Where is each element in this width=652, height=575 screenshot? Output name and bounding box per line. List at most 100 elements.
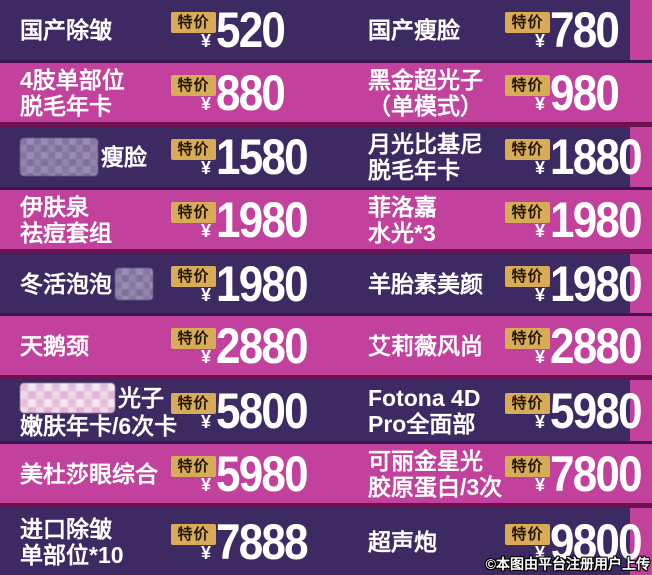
price-value: 1980 — [216, 191, 309, 248]
special-price-badge: 特价 — [505, 12, 550, 33]
yuan-symbol: ¥ — [200, 31, 211, 51]
service-cell-right: 菲洛嘉 水光*3 特价 ¥ 1980 — [326, 190, 652, 249]
censored-region — [115, 267, 153, 300]
service-name-line: 嫩肤年卡/6次卡 — [20, 412, 178, 439]
badge-column: 特价 ¥ — [505, 12, 550, 50]
price-box: 特价 ¥ 7800 — [505, 445, 652, 502]
badge-column: 特价 ¥ — [171, 12, 216, 50]
service-name-line: 冬活泡泡 — [20, 270, 112, 297]
service-name-line: 瘦脸 — [101, 144, 147, 170]
service-name: 国产瘦脸 — [326, 17, 505, 43]
special-price-badge: 特价 — [171, 327, 216, 349]
service-name-line: 脱毛年卡 — [20, 92, 112, 119]
badge-column: 特价 ¥ — [171, 327, 216, 366]
yuan-symbol: ¥ — [534, 346, 545, 367]
service-name-line: 胶原蛋白/3次 — [368, 473, 503, 500]
price-value: 7800 — [550, 445, 643, 502]
price-value: 2880 — [216, 317, 309, 374]
service-name-line: 月光比基尼 — [368, 131, 483, 157]
service-name-line: 艾莉薇风尚 — [368, 332, 483, 359]
service-name-line: 光子 — [118, 384, 164, 411]
price-value: 520 — [216, 2, 286, 58]
price-value: 1580 — [216, 129, 309, 185]
service-name: 黑金超光子 （单模式） — [326, 67, 505, 119]
yuan-symbol: ¥ — [534, 474, 545, 495]
special-price-badge: 特价 — [171, 12, 216, 33]
special-price-badge: 特价 — [505, 327, 550, 349]
service-name: 超声炮 — [326, 529, 505, 555]
service-name-line: Fotona 4D — [368, 384, 481, 411]
price-box: 特价 ¥ 5980 — [171, 449, 326, 499]
special-price-badge: 特价 — [171, 139, 216, 160]
service-cell-left: 进口除皱 单部位*10 特价 ¥ 7888 — [0, 508, 326, 575]
price-value: 7888 — [216, 513, 309, 570]
yuan-symbol: ¥ — [200, 220, 211, 241]
service-name: 光子 嫩肤年卡/6次卡 — [0, 382, 178, 439]
special-price-badge: 特价 — [505, 74, 550, 96]
special-price-badge: 特价 — [505, 139, 550, 160]
yuan-symbol: ¥ — [200, 158, 211, 178]
service-name-line-wrap: 光子 — [20, 382, 171, 413]
service-name: 天鹅颈 — [0, 333, 171, 359]
price-row: 美杜莎眼综合 特价 ¥ 5980 可丽金星光 胶原蛋白/3次 特价 ¥ 7800 — [0, 444, 652, 508]
price-box: 特价 ¥ 1580 — [171, 129, 326, 185]
service-cell-right: 羊胎素美颜 特价 ¥ 1980 — [326, 254, 652, 313]
special-price-badge: 特价 — [171, 201, 216, 223]
price-row: 天鹅颈 特价 ¥ 2880 艾莉薇风尚 特价 ¥ 2880 — [0, 316, 652, 380]
service-name-line: 水光*3 — [368, 219, 436, 246]
badge-column: 特价 ¥ — [505, 201, 550, 240]
service-cell-left: 光子 嫩肤年卡/6次卡 特价 ¥ 5800 — [0, 380, 326, 441]
badge-column: 特价 ¥ — [171, 139, 216, 177]
badge-column: 特价 ¥ — [505, 455, 550, 495]
service-cell-right: 艾莉薇风尚 特价 ¥ 2880 — [326, 316, 652, 375]
service-cell-left: 瘦脸 特价 ¥ 1580 — [0, 127, 326, 187]
special-price-badge: 特价 — [171, 74, 216, 96]
price-box: 特价 ¥ 5980 — [505, 382, 652, 439]
service-cell-right: 月光比基尼 脱毛年卡 特价 ¥ 1880 — [326, 127, 652, 187]
service-name-line: （单模式） — [368, 92, 483, 119]
badge-column: 特价 ¥ — [171, 201, 216, 241]
price-value: 9800 — [550, 513, 643, 570]
service-cell-left: 伊肤泉 祛痘套组 特价 ¥ 1980 — [0, 190, 326, 249]
yuan-symbol: ¥ — [200, 542, 211, 563]
service-name-line: 超声炮 — [368, 528, 437, 555]
service-name: Fotona 4D Pro全面部 — [326, 385, 505, 437]
price-value: 1980 — [550, 255, 643, 312]
service-name: 冬活泡泡 — [0, 267, 171, 300]
service-name-line: 进口除皱 — [20, 515, 112, 542]
service-name: 艾莉薇风尚 — [326, 333, 505, 359]
price-box: 特价 ¥ 1980 — [505, 255, 652, 312]
yuan-symbol: ¥ — [534, 284, 545, 305]
price-box: 特价 ¥ 520 — [171, 2, 326, 58]
price-value: 5980 — [550, 382, 643, 439]
special-price-badge: 特价 — [171, 392, 216, 414]
badge-column: 特价 ¥ — [505, 327, 550, 367]
service-name-line: Pro全面部 — [368, 410, 476, 437]
service-name-line: 黑金超光子 — [368, 66, 483, 93]
service-name: 可丽金星光 胶原蛋白/3次 — [326, 448, 505, 500]
yuan-symbol: ¥ — [200, 93, 211, 114]
service-cell-right: Fotona 4D Pro全面部 特价 ¥ 5980 — [326, 380, 652, 441]
service-cell-right: 国产瘦脸 特价 ¥ 780 — [326, 0, 652, 60]
service-name-line: 祛痘套组 — [20, 219, 112, 246]
special-price-badge: 特价 — [505, 523, 550, 545]
price-value: 1980 — [550, 191, 643, 248]
price-row: 国产除皱 特价 ¥ 520 国产瘦脸 特价 ¥ 780 — [0, 0, 652, 63]
service-name-line-wrap: 冬活泡泡 — [20, 267, 171, 300]
service-name-line: 脱毛年卡 — [368, 157, 460, 183]
censored-region — [20, 138, 98, 176]
yuan-symbol: ¥ — [200, 284, 211, 305]
service-name-line: 伊肤泉 — [20, 193, 89, 220]
special-price-badge: 特价 — [505, 201, 550, 223]
special-price-badge: 特价 — [171, 455, 216, 477]
badge-column: 特价 ¥ — [171, 523, 216, 563]
yuan-symbol: ¥ — [534, 411, 545, 432]
service-name-line-wrap: 瘦脸 — [20, 138, 171, 176]
price-value: 1880 — [550, 129, 643, 185]
price-row: 冬活泡泡 特价 ¥ 1980 羊胎素美颜 特价 ¥ 1980 — [0, 254, 652, 316]
price-box: 特价 ¥ 1980 — [171, 191, 326, 248]
badge-column: 特价 ¥ — [505, 265, 550, 305]
badge-column: 特价 ¥ — [171, 455, 216, 494]
special-price-badge: 特价 — [171, 523, 216, 545]
